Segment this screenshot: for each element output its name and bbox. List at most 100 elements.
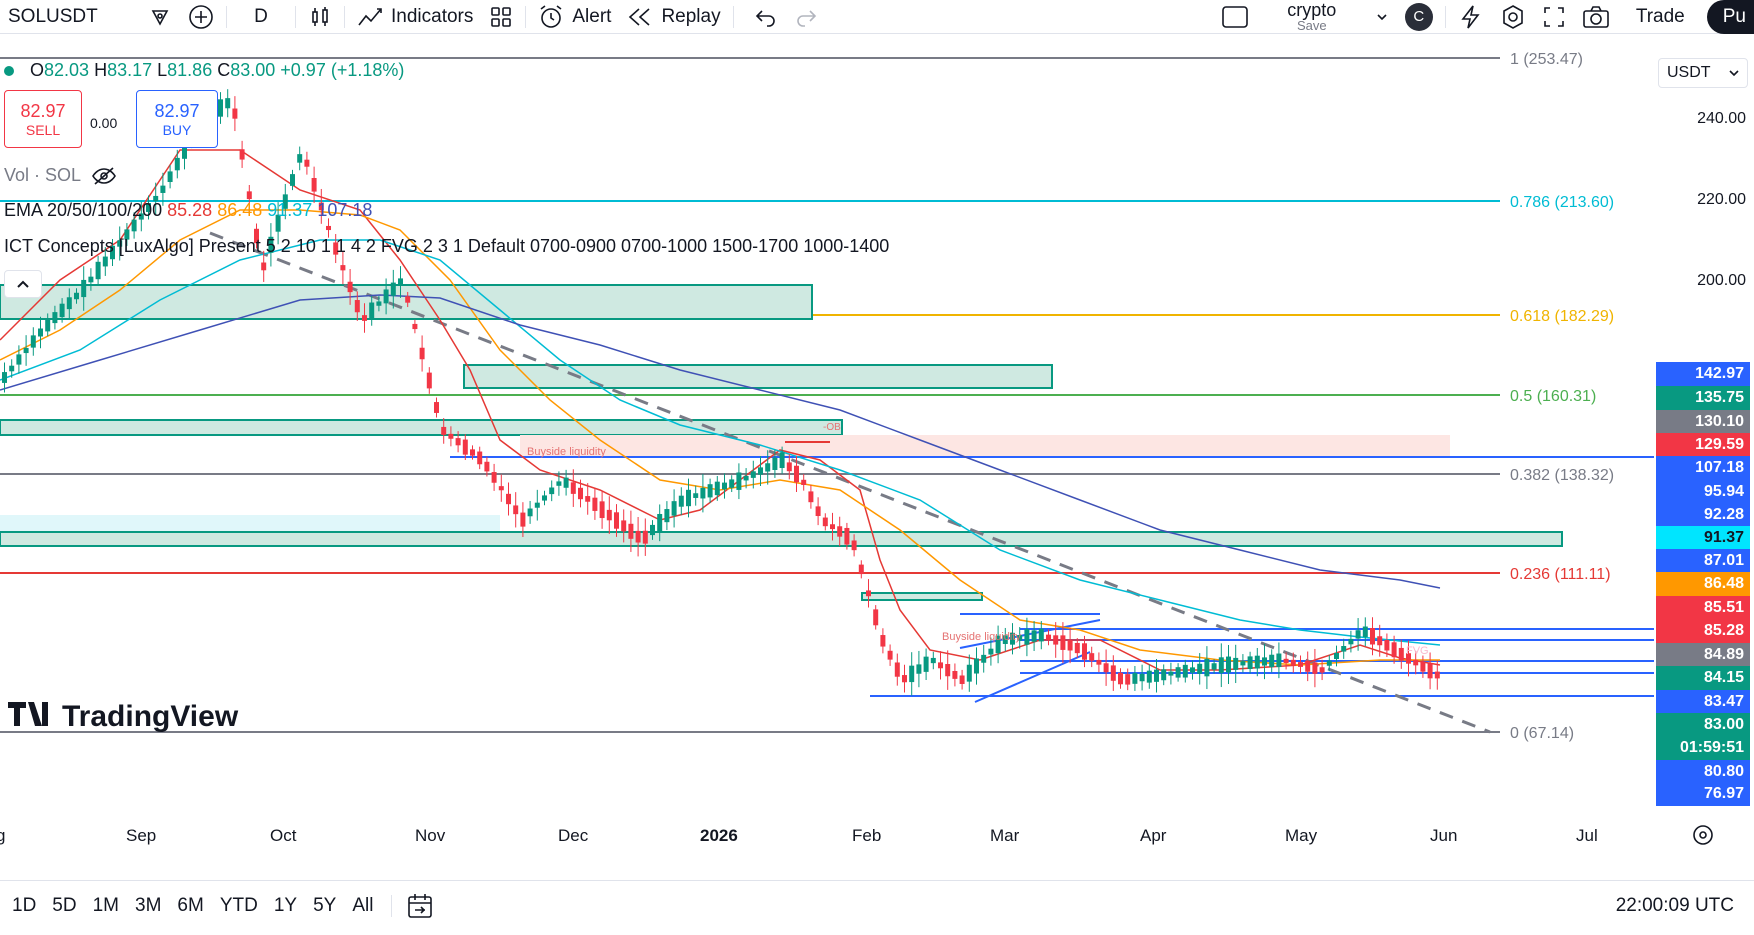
candle-body (1168, 671, 1174, 676)
time-axis[interactable]: g Sep Oct Nov Dec 2026 Feb Mar Apr May Jun Jul (0, 820, 1754, 850)
account-avatar[interactable]: C (1397, 0, 1441, 34)
indicators-button[interactable]: Indicators (349, 0, 481, 34)
candle-body (138, 213, 144, 220)
candle-body (1247, 656, 1253, 670)
order-block-zone (0, 531, 1563, 547)
buy-button[interactable]: 82.97 BUY (136, 90, 218, 148)
candle-body (1312, 662, 1318, 674)
volume-legend[interactable]: Vol · SOL (4, 165, 117, 186)
chevron-down-icon[interactable] (1367, 0, 1397, 34)
order-block-zone (0, 419, 843, 436)
interval-button[interactable]: D (231, 0, 291, 34)
range-button-5y[interactable]: 5Y (313, 894, 337, 916)
divider (525, 5, 527, 28)
candle-body (542, 495, 547, 501)
time-tick: Feb (852, 826, 882, 845)
range-button-3m[interactable]: 3M (135, 894, 162, 916)
fvg-zone (0, 515, 500, 533)
candle-body (174, 157, 180, 171)
candle-body (614, 512, 619, 529)
ema-20-value: 85.28 (167, 200, 213, 220)
layout-square-icon[interactable] (1213, 0, 1257, 34)
candle-body (304, 159, 310, 167)
range-button-all[interactable]: All (352, 894, 374, 916)
price-badge: 85.28 (1656, 619, 1750, 643)
price-badge: 76.97 (1656, 782, 1750, 806)
layouts-grid-icon[interactable] (481, 0, 521, 34)
fullscreen-icon[interactable] (1534, 0, 1574, 34)
sell-button[interactable]: 82.97 SELL (4, 90, 82, 148)
date-range-calendar-icon[interactable] (406, 891, 436, 921)
candle-body (398, 278, 403, 286)
candle-body (347, 281, 353, 293)
price-badge: 84.15 (1656, 666, 1750, 690)
utc-clock[interactable]: 22:00:09 UTC (1615, 894, 1734, 916)
divider (732, 5, 734, 28)
candle-body (794, 465, 799, 483)
price-chart[interactable]: Buyside liquidity Buyside liquidity FVG … (0, 40, 1654, 820)
chart-type-candles-icon[interactable] (300, 0, 340, 34)
fib-label: 0.382 (138.32) (1510, 467, 1614, 484)
compare-add-icon[interactable] (180, 0, 222, 34)
range-button-1d[interactable]: 1D (12, 894, 37, 916)
range-button-5d[interactable]: 5D (52, 894, 77, 916)
candle-body (801, 479, 807, 485)
currency-select[interactable]: USDT (1658, 58, 1748, 88)
time-tick: g (0, 826, 6, 845)
candle-body (1154, 669, 1159, 682)
settings-gear-icon[interactable] (1690, 822, 1716, 848)
candle-body (333, 242, 339, 255)
fib-retracement[interactable] (0, 57, 1500, 733)
close-value: 83.00 (230, 60, 276, 80)
candle-body (736, 472, 742, 490)
candle-body (124, 229, 130, 240)
symbol-hearts-icon[interactable] (140, 0, 180, 34)
divider (344, 5, 345, 28)
candle-body (686, 489, 691, 507)
eye-hidden-icon[interactable] (91, 166, 117, 186)
trendline[interactable] (209, 231, 1491, 734)
layout-name-button[interactable]: crypto Save (1257, 0, 1367, 34)
candle-body (1197, 663, 1203, 674)
price-badge: 86.48 (1656, 572, 1750, 596)
range-button-6m[interactable]: 6M (177, 894, 204, 916)
collapse-legend-button[interactable] (4, 270, 42, 298)
candle-body (549, 487, 555, 495)
candle-body (1276, 653, 1282, 668)
candle-body (275, 214, 281, 232)
ema-200-value: 107.18 (317, 200, 373, 220)
candle-body (750, 471, 756, 478)
ict-indicator-label: ICT Concepts [LuxAlgo] Present 5 2 10 1 … (4, 236, 890, 256)
camera-icon[interactable] (1574, 0, 1618, 34)
redo-icon[interactable] (786, 0, 826, 34)
alert-button[interactable]: Alert (530, 0, 619, 34)
settings-gear-icon[interactable] (1492, 0, 1534, 34)
candle-body (1305, 660, 1311, 672)
publish-button[interactable]: Pu (1706, 0, 1754, 34)
candle-body (23, 347, 29, 354)
order-block-zone (861, 592, 983, 601)
candle-body (290, 174, 295, 186)
candle-body (1017, 634, 1023, 641)
candle-body (1024, 629, 1030, 645)
ema-legend[interactable]: EMA 20/50/100/200 85.28 86.48 91.37 107.… (4, 200, 372, 221)
candle-body (30, 335, 36, 348)
candle-body (786, 462, 792, 472)
candle-body (621, 520, 627, 532)
replay-button[interactable]: Replay (619, 0, 728, 34)
candle-body (844, 527, 850, 545)
range-button-1m[interactable]: 1M (92, 894, 119, 916)
candle-body (1132, 673, 1138, 684)
tradingview-watermark: TradingView (8, 700, 239, 733)
price-tick: 240.00 (1697, 110, 1746, 127)
lightning-icon[interactable] (1450, 0, 1492, 34)
symbol-search[interactable]: SOLUSDT (0, 0, 140, 34)
candle-body (441, 426, 447, 435)
candle-body (592, 497, 598, 511)
undo-icon[interactable] (746, 0, 786, 34)
trade-button[interactable]: Trade (1618, 0, 1703, 34)
ict-legend[interactable]: ICT Concepts [LuxAlgo] Present 5 2 10 1 … (4, 236, 889, 257)
range-button-ytd[interactable]: YTD (219, 894, 258, 916)
range-button-1y[interactable]: 1Y (273, 894, 298, 916)
fib-label: 0.5 (160.31) (1510, 388, 1596, 405)
